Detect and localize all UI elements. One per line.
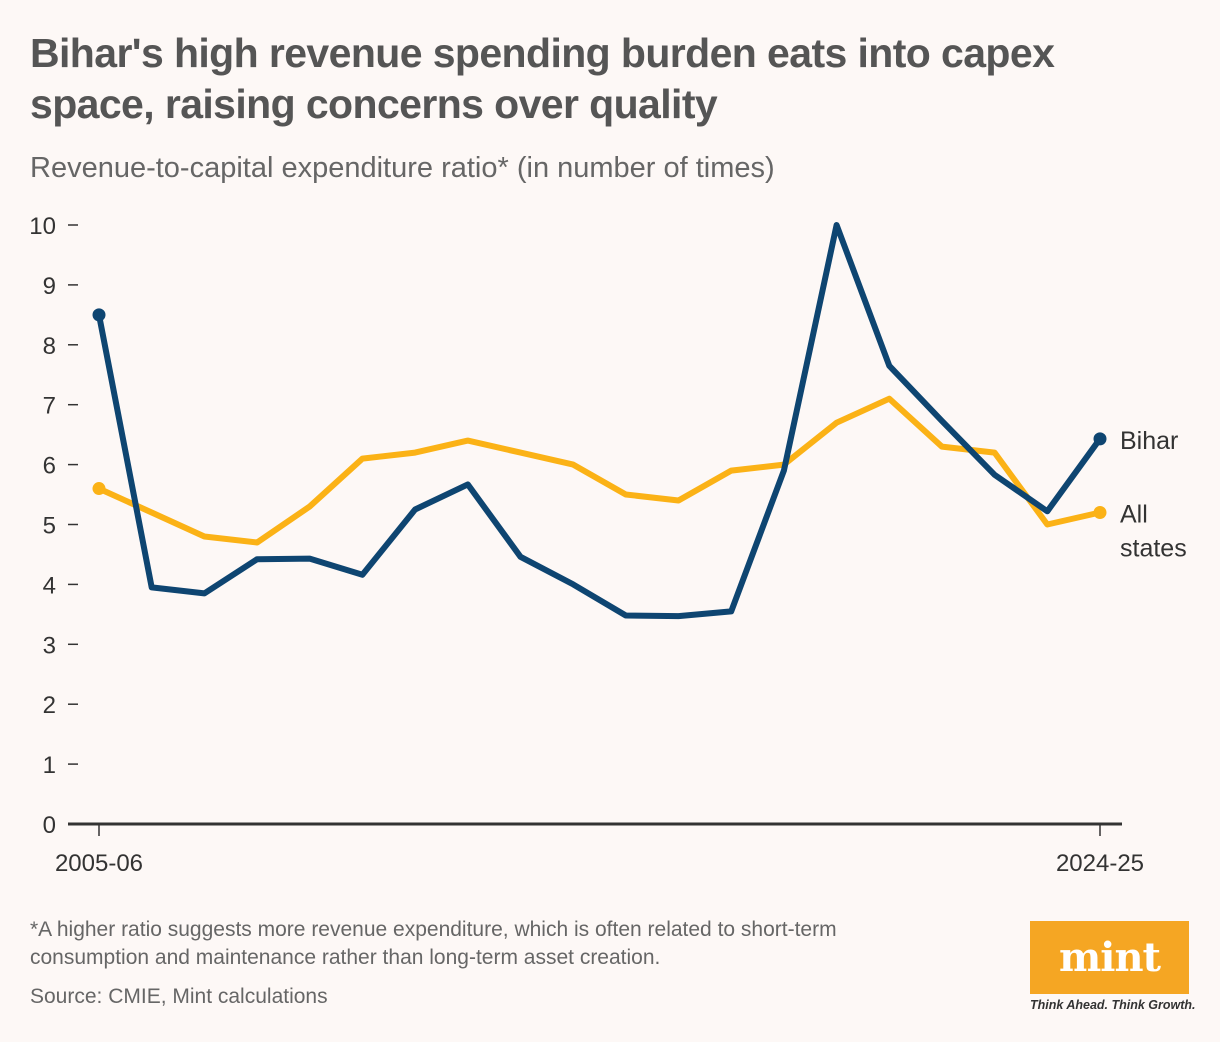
mint-logo-text: mint (1058, 933, 1161, 981)
series-label-all-states: All (1120, 501, 1148, 529)
series-line-all-states (96, 395, 1103, 546)
chart-title: Bihar's high revenue spending burden eat… (30, 30, 1055, 127)
series-point-all-states (92, 482, 106, 496)
chart-subtitle: Revenue-to-capital expenditure ratio* (i… (30, 152, 775, 184)
x-tick-label: 2024-25 (1056, 850, 1144, 877)
y-tick-label: 0 (43, 812, 56, 839)
series-point-bihar (92, 308, 106, 322)
footnote: *A higher ratio suggests more revenue ex… (30, 918, 837, 969)
y-tick-label: 1 (43, 752, 56, 779)
y-tick-label: 4 (43, 572, 56, 599)
y-tick-label: 2 (43, 692, 56, 719)
y-tick-label: 10 (29, 213, 56, 240)
series-point-bihar (1093, 432, 1107, 446)
y-tick-label: 3 (43, 632, 56, 659)
series-line-bihar (96, 222, 1103, 620)
y-tick-label: 7 (43, 393, 56, 420)
y-tick-label: 8 (43, 333, 56, 360)
series-label-bihar: Bihar (1120, 427, 1178, 455)
series-label-all-states: states (1120, 535, 1187, 563)
series-point-all-states (1093, 506, 1107, 520)
y-tick-label: 5 (43, 513, 56, 540)
x-tick-label: 2005-06 (55, 850, 143, 877)
y-tick-label: 6 (43, 453, 56, 480)
source-note: Source: CMIE, Mint calculations (30, 985, 328, 1008)
y-tick-label: 9 (43, 273, 56, 300)
mint-tagline: Think Ahead. Think Growth. (1030, 998, 1196, 1012)
line-chart: 0 1 2 3 4 5 6 7 8 9 10 2005-06 2024-25 All states Bihar (29, 213, 1187, 877)
mint-logo: mint (1030, 921, 1189, 994)
